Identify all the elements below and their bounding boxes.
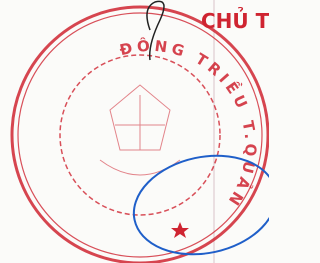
stamp-star	[171, 222, 189, 238]
heading: CHỦ T	[201, 8, 269, 33]
stamp-scan: ĐÔNG TRIỀU T.QUẢNG NINH CHỦ T	[0, 0, 269, 263]
page: ĐÔNG TRIỀU T.QUẢNG NINH CHỦ T (() => { c…	[0, 0, 320, 263]
stamp-emblem	[100, 85, 180, 175]
